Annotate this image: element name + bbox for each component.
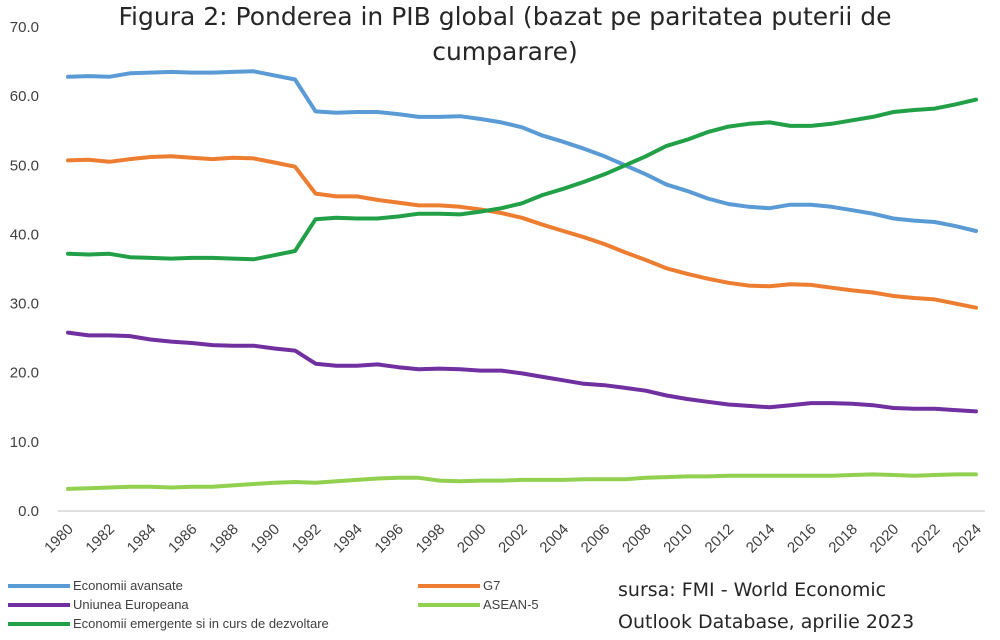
legend-label: Economii emergente si in curs de dezvolt…	[73, 616, 329, 631]
x-tick-label: 1992	[289, 521, 325, 557]
x-tick-label: 1982	[82, 521, 118, 557]
y-tick-label: 0.0	[18, 503, 39, 520]
x-tick-label: 1998	[413, 521, 449, 557]
source-line-1: sursa: FMI - World Economic	[618, 579, 886, 601]
y-axis-tick-labels: 0.0 10.0 20.0 30.0 40.0 50.0 60.0 70.0	[10, 19, 39, 520]
legend-label: Uniunea Europeana	[73, 597, 189, 612]
series-line-economii-avansate	[66, 69, 978, 233]
x-tick-label: 1994	[330, 521, 366, 557]
source-note: sursa: FMI - World Economic Outlook Data…	[618, 579, 914, 633]
legend-label: G7	[483, 578, 500, 593]
x-tick-label: 1990	[248, 521, 284, 557]
x-tick-label: 2004	[536, 521, 572, 557]
x-tick-label: 1986	[165, 521, 201, 557]
x-tick-label: 2018	[825, 521, 861, 557]
y-tick-label: 30.0	[10, 296, 39, 313]
y-tick-label: 60.0	[10, 88, 39, 105]
series-line-g7	[66, 154, 978, 310]
x-tick-label: 2010	[660, 521, 696, 557]
x-tick-label: 2024	[949, 521, 985, 557]
y-tick-label: 50.0	[10, 157, 39, 174]
y-tick-label: 20.0	[10, 365, 39, 382]
series-line-economii-emergente-si-in-curs-de-dezvoltare	[66, 97, 978, 262]
x-tick-label: 2016	[784, 521, 820, 557]
y-tick-label: 40.0	[10, 226, 39, 243]
x-tick-label: 1996	[371, 521, 407, 557]
x-tick-label: 2014	[743, 521, 779, 557]
x-tick-label: 2012	[702, 521, 738, 557]
series-line-uniunea-europeana	[66, 330, 978, 414]
chart-title: Figura 2: Ponderea in PIB global (bazat …	[118, 2, 891, 66]
x-tick-label: 2006	[578, 521, 614, 557]
chart-title-line-2: cumparare)	[432, 37, 578, 66]
x-tick-label: 1988	[206, 521, 242, 557]
x-tick-label: 2002	[495, 521, 531, 557]
x-tick-label: 2022	[908, 521, 944, 557]
series-line-asean-5	[66, 472, 978, 491]
series-lines	[66, 69, 978, 491]
x-axis-tick-labels: 1980 1982 1984 1986 1988 1990 1992 1994 1996 1998…	[41, 521, 985, 557]
legend-label: Economii avansate	[73, 578, 183, 593]
legend: Economii avansate G7 Uniunea Europeana ASEA…	[8, 578, 539, 631]
x-tick-label: 2000	[454, 521, 490, 557]
x-tick-label: 1984	[124, 521, 160, 557]
source-line-2: Outlook Database, aprilie 2023	[618, 611, 914, 633]
y-tick-label: 10.0	[10, 434, 39, 451]
x-tick-label: 2020	[867, 521, 903, 557]
legend-label: ASEAN-5	[483, 597, 539, 612]
x-tick-label: 1980	[41, 521, 77, 557]
y-tick-label: 70.0	[10, 19, 39, 36]
x-tick-label: 2008	[619, 521, 655, 557]
chart-title-line-1: Figura 2: Ponderea in PIB global (bazat …	[118, 2, 891, 31]
